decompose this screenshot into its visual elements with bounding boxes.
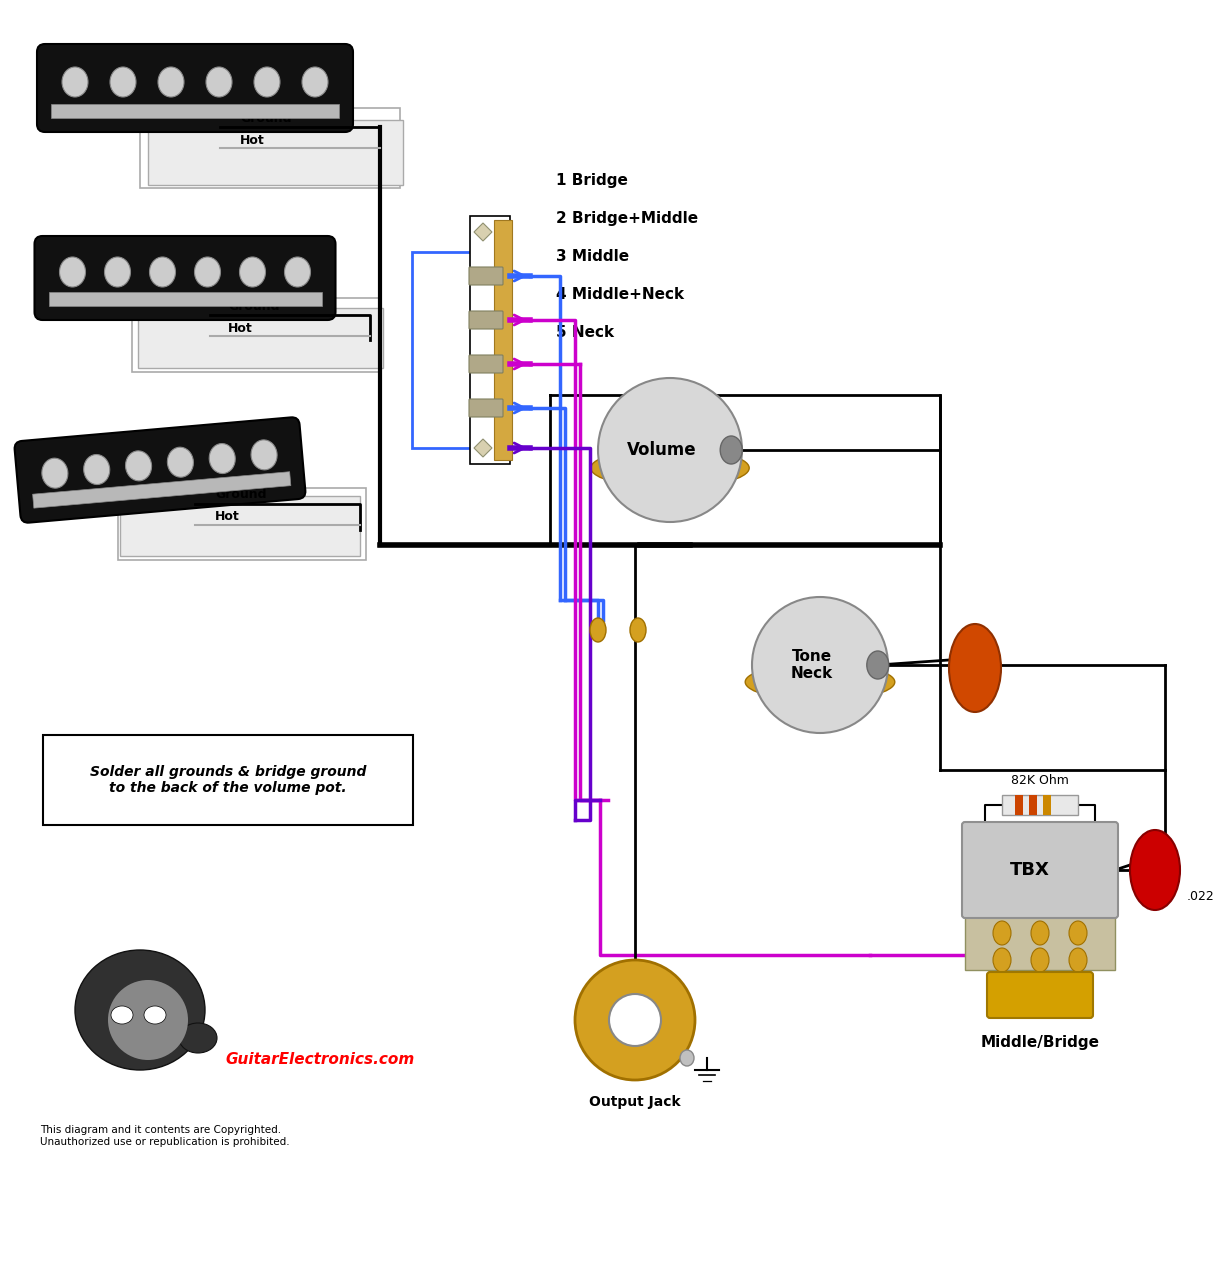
Ellipse shape bbox=[75, 950, 205, 1070]
Ellipse shape bbox=[104, 257, 131, 287]
Bar bbox=[1042, 795, 1051, 815]
FancyBboxPatch shape bbox=[37, 44, 353, 132]
Circle shape bbox=[609, 995, 662, 1046]
Text: Solder all grounds & bridge ground
to the back of the volume pot.: Solder all grounds & bridge ground to th… bbox=[89, 765, 366, 795]
Bar bbox=[33, 472, 290, 508]
FancyBboxPatch shape bbox=[34, 236, 336, 320]
Text: Ground: Ground bbox=[240, 113, 292, 125]
Ellipse shape bbox=[1129, 829, 1180, 910]
Text: 82K Ohm: 82K Ohm bbox=[1011, 774, 1069, 787]
Ellipse shape bbox=[745, 663, 894, 700]
Text: GuitarElectronics.com: GuitarElectronics.com bbox=[225, 1052, 414, 1068]
Ellipse shape bbox=[680, 1050, 695, 1066]
Text: Volume: Volume bbox=[627, 442, 697, 460]
Bar bbox=[138, 308, 383, 369]
FancyBboxPatch shape bbox=[469, 355, 503, 372]
Ellipse shape bbox=[251, 440, 277, 470]
Ellipse shape bbox=[240, 257, 266, 287]
Ellipse shape bbox=[254, 67, 281, 97]
Text: Output Jack: Output Jack bbox=[589, 1094, 681, 1108]
Bar bbox=[148, 120, 403, 186]
Text: 3 Middle: 3 Middle bbox=[556, 248, 630, 264]
Text: 1 Bridge: 1 Bridge bbox=[556, 173, 628, 187]
Ellipse shape bbox=[168, 447, 194, 477]
Bar bbox=[1016, 795, 1023, 815]
Bar bbox=[470, 216, 510, 465]
Polygon shape bbox=[474, 223, 492, 241]
Ellipse shape bbox=[209, 444, 235, 474]
Ellipse shape bbox=[993, 922, 1011, 945]
Ellipse shape bbox=[842, 690, 857, 714]
Ellipse shape bbox=[195, 257, 220, 287]
Text: Ground: Ground bbox=[216, 488, 267, 500]
Ellipse shape bbox=[590, 448, 750, 488]
Polygon shape bbox=[474, 439, 492, 457]
FancyBboxPatch shape bbox=[469, 399, 503, 417]
Ellipse shape bbox=[145, 1006, 167, 1024]
Ellipse shape bbox=[632, 477, 648, 502]
Ellipse shape bbox=[1031, 948, 1049, 972]
Ellipse shape bbox=[867, 652, 889, 678]
FancyBboxPatch shape bbox=[469, 268, 503, 285]
Ellipse shape bbox=[42, 458, 67, 488]
FancyBboxPatch shape bbox=[962, 822, 1118, 918]
Ellipse shape bbox=[662, 477, 677, 502]
Ellipse shape bbox=[110, 67, 136, 97]
Text: TBX: TBX bbox=[1011, 861, 1050, 879]
Ellipse shape bbox=[812, 690, 828, 714]
Ellipse shape bbox=[1069, 922, 1087, 945]
Ellipse shape bbox=[993, 948, 1011, 972]
Ellipse shape bbox=[149, 257, 175, 287]
Ellipse shape bbox=[630, 618, 646, 643]
Bar bbox=[140, 108, 401, 188]
Text: Hot: Hot bbox=[228, 323, 252, 335]
Ellipse shape bbox=[83, 454, 110, 485]
Text: Middle/Bridge: Middle/Bridge bbox=[980, 1036, 1100, 1050]
Ellipse shape bbox=[1031, 922, 1049, 945]
FancyBboxPatch shape bbox=[15, 417, 305, 522]
Bar bbox=[51, 104, 339, 118]
Circle shape bbox=[752, 596, 888, 733]
Bar bbox=[49, 292, 321, 306]
Ellipse shape bbox=[949, 625, 1001, 712]
Bar bbox=[132, 298, 380, 372]
Text: Hot: Hot bbox=[240, 134, 265, 147]
Ellipse shape bbox=[303, 67, 328, 97]
Ellipse shape bbox=[179, 1023, 217, 1053]
Text: Hot: Hot bbox=[216, 509, 240, 524]
Ellipse shape bbox=[720, 436, 742, 465]
Ellipse shape bbox=[782, 690, 797, 714]
Text: 4 Middle+Neck: 4 Middle+Neck bbox=[556, 287, 684, 302]
Text: 2 Bridge+Middle: 2 Bridge+Middle bbox=[556, 210, 698, 225]
Bar bbox=[1002, 795, 1078, 815]
Circle shape bbox=[575, 960, 695, 1080]
FancyBboxPatch shape bbox=[469, 311, 503, 329]
Ellipse shape bbox=[62, 67, 88, 97]
Ellipse shape bbox=[108, 980, 187, 1060]
Text: .022: .022 bbox=[1187, 890, 1215, 902]
Bar bbox=[965, 915, 1115, 970]
Ellipse shape bbox=[125, 451, 152, 481]
Bar bbox=[412, 252, 474, 448]
Text: This diagram and it contents are Copyrighted.
Unauthorized use or republication : This diagram and it contents are Copyrig… bbox=[40, 1125, 289, 1147]
Ellipse shape bbox=[1069, 948, 1087, 972]
Ellipse shape bbox=[60, 257, 86, 287]
Bar bbox=[118, 488, 366, 561]
Ellipse shape bbox=[206, 67, 232, 97]
Bar bbox=[120, 497, 360, 556]
Text: 5 Neck: 5 Neck bbox=[556, 325, 614, 339]
Ellipse shape bbox=[284, 257, 310, 287]
FancyBboxPatch shape bbox=[987, 972, 1093, 1018]
Ellipse shape bbox=[692, 477, 708, 502]
Bar bbox=[494, 220, 512, 460]
Text: Ground: Ground bbox=[228, 300, 279, 314]
FancyBboxPatch shape bbox=[43, 735, 413, 826]
Ellipse shape bbox=[158, 67, 184, 97]
Bar bbox=[1029, 795, 1038, 815]
Circle shape bbox=[598, 378, 742, 522]
Ellipse shape bbox=[590, 618, 606, 643]
Ellipse shape bbox=[111, 1006, 134, 1024]
Text: Tone
Neck: Tone Neck bbox=[791, 649, 833, 681]
